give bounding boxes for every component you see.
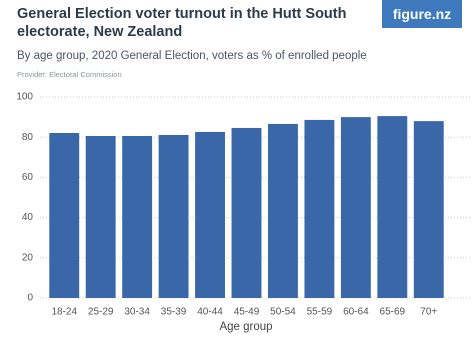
y-tick-label: 20 xyxy=(22,252,34,263)
bar xyxy=(85,135,116,298)
bar xyxy=(377,116,408,298)
bar xyxy=(158,134,189,298)
x-tick-label: 25-29 xyxy=(88,307,114,318)
x-tick-label: 18-24 xyxy=(51,307,77,318)
bar xyxy=(49,132,80,298)
x-tick-label: 45-49 xyxy=(234,307,260,318)
x-tick-label: 55-59 xyxy=(307,307,333,318)
bar xyxy=(122,135,153,298)
chart-title: General Election voter turnout in the Hu… xyxy=(17,6,347,40)
bar xyxy=(340,117,371,298)
y-tick-label: 100 xyxy=(16,92,33,103)
x-tick-label: 35-39 xyxy=(161,307,187,318)
x-tick-label: 65-69 xyxy=(380,307,406,318)
bar xyxy=(304,119,335,298)
y-tick-label: 80 xyxy=(22,132,34,143)
bar xyxy=(268,123,298,299)
provider: Provider: Electoral Commission xyxy=(17,70,122,79)
x-tick-label: 30-34 xyxy=(124,307,150,318)
x-tick-label: 50-54 xyxy=(270,307,296,318)
x-axis-label: Age group xyxy=(219,321,272,333)
x-tick-label: 70+ xyxy=(420,307,437,318)
x-tick-label: 60-64 xyxy=(343,307,369,318)
y-tick-label: 40 xyxy=(22,212,34,223)
x-tick-label: 40-44 xyxy=(197,307,223,318)
logo[interactable]: figure.nz xyxy=(382,0,462,28)
y-tick-label: 0 xyxy=(27,293,33,304)
chart-subtitle: By age group, 2020 General Election, vot… xyxy=(17,50,367,62)
y-tick-label: 60 xyxy=(22,172,34,183)
bar xyxy=(231,127,262,298)
bar xyxy=(195,131,225,298)
bar xyxy=(413,121,444,299)
